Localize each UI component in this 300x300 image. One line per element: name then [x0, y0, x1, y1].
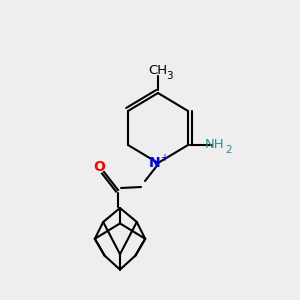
Text: NH: NH — [205, 137, 225, 151]
Text: O: O — [93, 160, 105, 174]
Text: +: + — [160, 153, 168, 163]
Text: CH: CH — [148, 64, 168, 77]
Text: 3: 3 — [166, 71, 172, 81]
Text: 2: 2 — [226, 145, 232, 155]
Text: N: N — [149, 156, 161, 170]
